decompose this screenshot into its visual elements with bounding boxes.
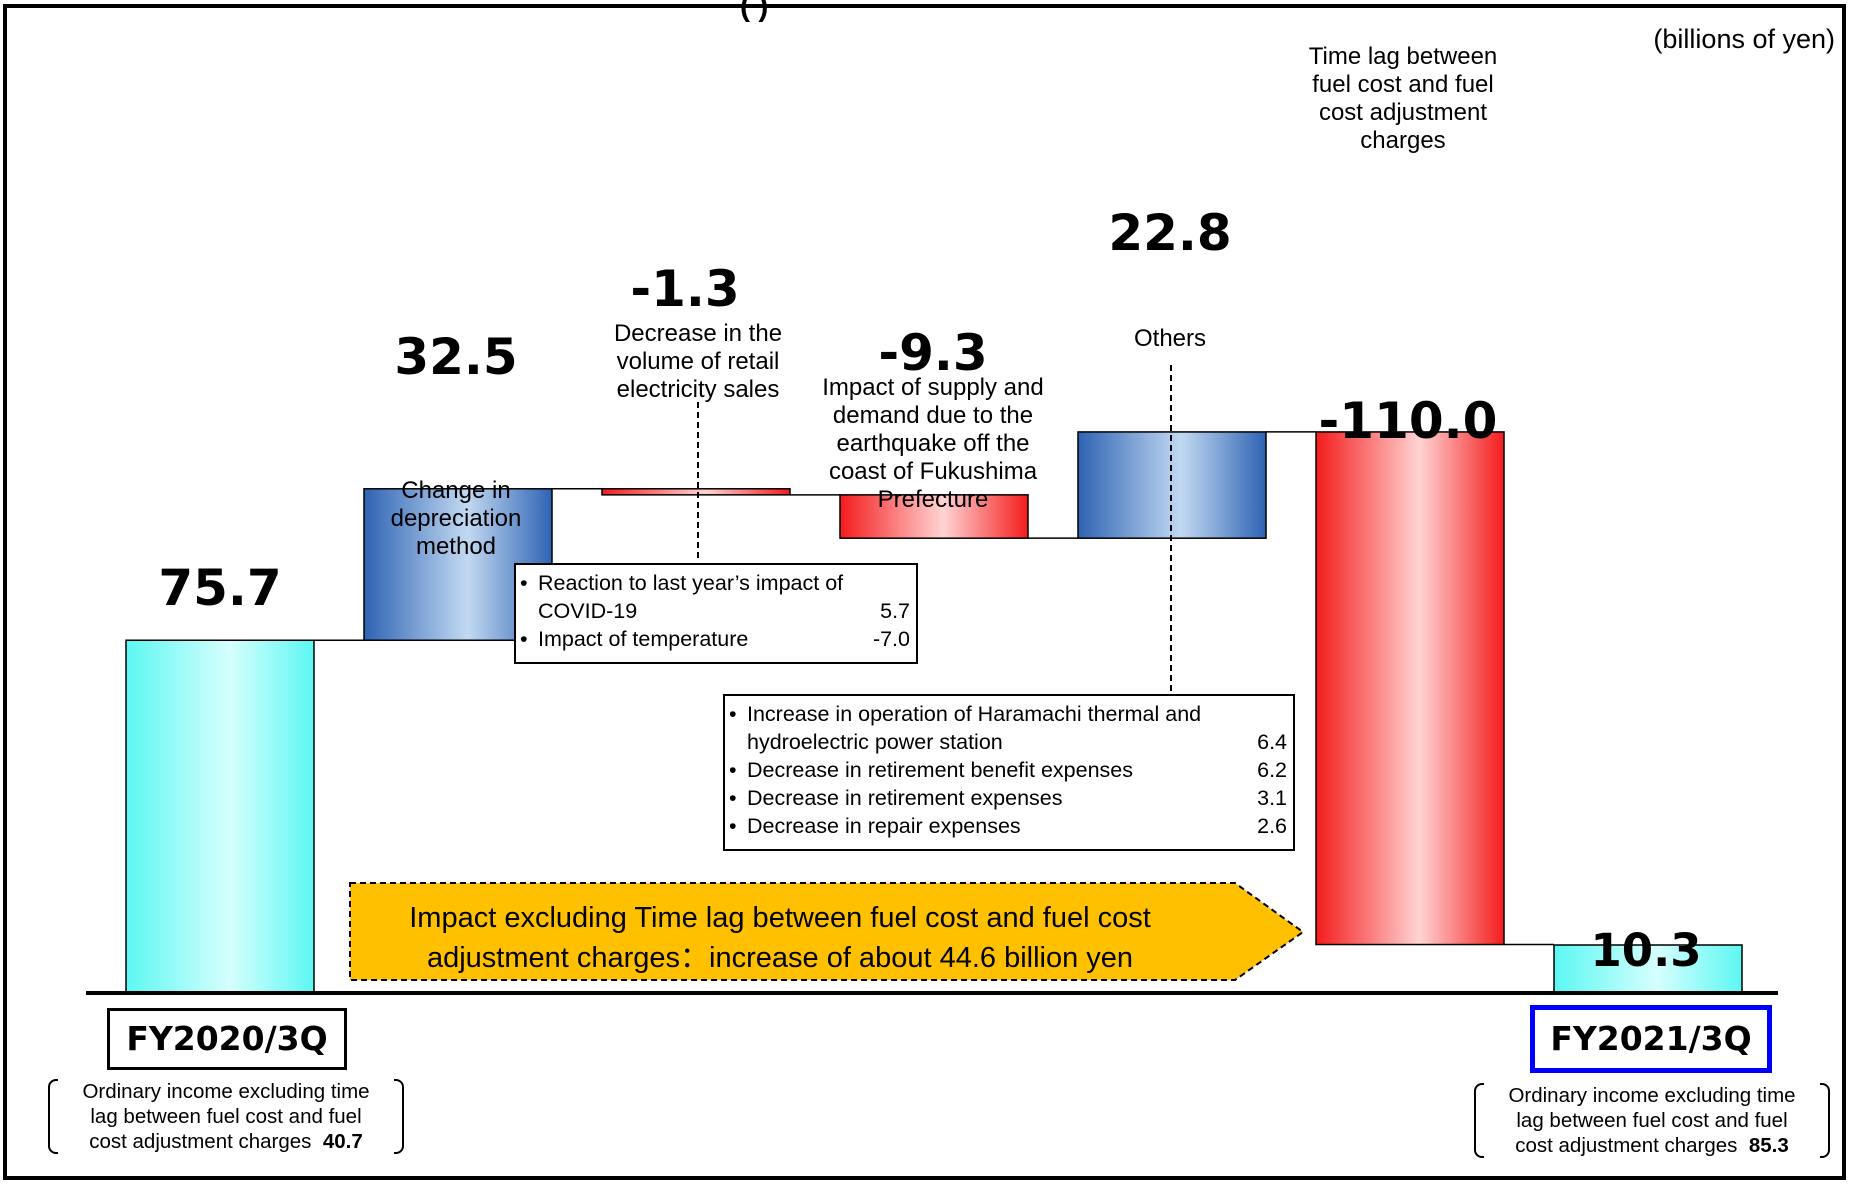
fy2021-label: FY2021/3Q [1530, 1005, 1772, 1073]
value-label-earthquake: -9.3 [878, 324, 988, 382]
retail-detail-item: • Impact of temperature -7.0 [520, 627, 910, 651]
title-fragment: ( ) [740, 0, 769, 23]
retail-detail-box: • Reaction to last year’s impact of COVID… [514, 563, 918, 664]
fy2021-note: Ordinary income excluding time lag betwe… [1474, 1083, 1830, 1158]
others-detail-item: • Increase in operation of Haramachi ther… [729, 702, 1202, 726]
others-detail-item: • Decrease in repair expenses 2.6 [729, 814, 1287, 838]
value-label-fy2020: 75.7 [158, 559, 282, 617]
bar-retail [601, 488, 791, 496]
value-label-fy2021: 10.3 [1590, 924, 1702, 977]
bar-timelag [1315, 431, 1505, 946]
bar-fy2020 [125, 639, 315, 994]
banner-arrow [349, 882, 1305, 981]
retail-detail-item-cont: COVID-19 5.7 [538, 599, 910, 623]
chart-frame [3, 4, 1846, 1180]
others-detail-item-cont: hydroelectric power station 6.4 [747, 730, 1287, 754]
unit-label: (billions of yen) [1653, 24, 1835, 54]
fy2020-label: FY2020/3Q [107, 1008, 347, 1070]
banner-text: Impact excluding Time lag between fuel c… [409, 902, 1151, 974]
label-others: Others [1133, 325, 1207, 352]
fy2020-note: Ordinary income excluding time lag betwe… [48, 1079, 404, 1154]
label-earthquake: Impact of supply and demand due to the ear… [822, 374, 1044, 513]
fy2020-note-value: 40.7 [322, 1130, 363, 1153]
label-depreciation: Change in depreciation method [390, 477, 522, 560]
value-label-timelag: -110.0 [1318, 392, 1498, 450]
others-detail-box: • Increase in operation of Haramachi ther… [723, 694, 1295, 851]
value-label-depreciation: 32.5 [394, 328, 518, 386]
label-retail: Decrease in the volume of retail electrici… [613, 320, 783, 403]
retail-detail-item: • Reaction to last year’s impact of [520, 571, 844, 595]
value-label-others: 22.8 [1108, 204, 1232, 262]
others-detail-item: • Decrease in retirement expenses 3.1 [729, 786, 1287, 810]
fy2021-note-value: 85.3 [1748, 1134, 1789, 1157]
value-label-retail: -1.3 [630, 260, 740, 318]
bar-earthquake [839, 494, 1029, 539]
label-timelag: Time lag between fuel cost and fuel cost a… [1308, 43, 1498, 154]
others-detail-item: • Decrease in retirement benefit expenses… [729, 758, 1287, 782]
